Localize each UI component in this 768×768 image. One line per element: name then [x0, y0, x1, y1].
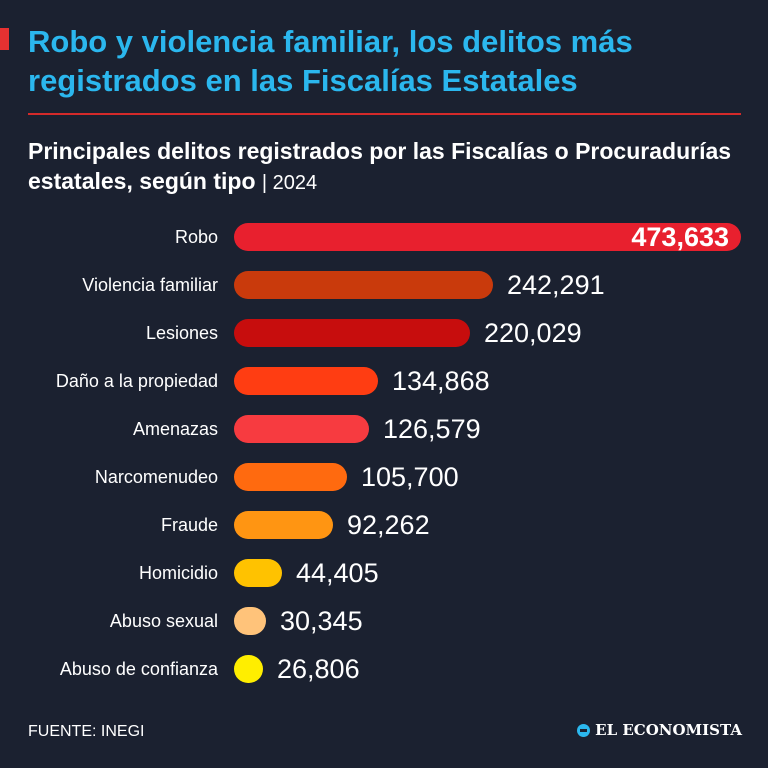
chart-subtitle: Principales delitos registrados por las … [28, 136, 748, 198]
chart-subtitle-text: Principales delitos registrados por las … [28, 138, 732, 194]
title-accent-bar [0, 28, 9, 50]
value-label: 134,868 [392, 366, 490, 396]
page-title: Robo y violencia familiar, los delitos m… [28, 24, 633, 98]
bar-row: Fraude 92,262 [0, 510, 768, 540]
bar-row: Amenazas 126,579 [0, 414, 768, 444]
bar [234, 223, 741, 251]
category-label: Fraude [160, 515, 218, 535]
bar [234, 415, 369, 443]
chart-year: | 2024 [261, 172, 318, 194]
logo-mark-icon [577, 723, 591, 737]
bar-row: Narcomenudeo 105,700 [0, 462, 768, 492]
value-label: 92,262 [347, 510, 430, 540]
el-economista-logo: EL ECONOMISTA [577, 721, 742, 739]
category-label: Abuso sexual [109, 611, 218, 631]
value-label: 220,029 [484, 318, 582, 348]
value-label: 105,700 [361, 462, 459, 492]
category-label: Violencia familiar [82, 275, 218, 295]
bar [234, 607, 266, 635]
bar-row: Lesiones 220,029 [0, 318, 768, 348]
bar [234, 559, 282, 587]
value-label: 44,405 [296, 558, 379, 588]
bar [234, 463, 347, 491]
bar [234, 271, 493, 299]
bar [234, 655, 263, 683]
bar [234, 319, 470, 347]
source-note: FUENTE: INEGI [28, 723, 145, 740]
bar-row: Daño a la propiedad 134,868 [0, 366, 768, 396]
category-label: Amenazas [132, 419, 218, 439]
value-label: 26,806 [277, 654, 360, 684]
category-label: Lesiones [145, 323, 218, 343]
category-label: Abuso de confianza [59, 659, 218, 679]
title-divider [28, 113, 741, 115]
bar-chart: Robo 473,633 Violencia familiar 242,291 Lesi… [0, 222, 768, 712]
bar-row: Robo 473,633 [0, 222, 768, 252]
category-label: Robo [174, 227, 218, 247]
value-label: 473,633 [631, 222, 729, 252]
logo-text: EL ECONOMISTA [595, 721, 742, 739]
category-label: Daño a la propiedad [55, 371, 218, 391]
bar-row: Homicidio 44,405 [0, 558, 768, 588]
bar [234, 511, 333, 539]
bar-row: Violencia familiar 242,291 [0, 270, 768, 300]
category-label: Narcomenudeo [94, 467, 218, 487]
value-label: 126,579 [383, 414, 481, 444]
bar [234, 367, 378, 395]
value-label: 242,291 [507, 270, 605, 300]
bar-row: Abuso sexual 30,345 [0, 606, 768, 636]
category-label: Homicidio [138, 563, 218, 583]
bar-row: Abuso de confianza 26,806 [0, 654, 768, 684]
value-label: 30,345 [280, 606, 363, 636]
